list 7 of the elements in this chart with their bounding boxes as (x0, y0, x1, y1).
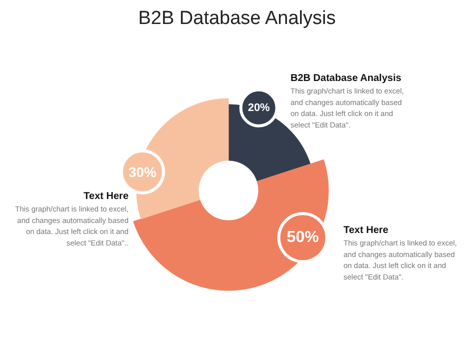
slice-label: B2B Database Analysis (290, 73, 402, 84)
slice-label: Text Here (84, 191, 129, 202)
data-label: 20% (248, 102, 270, 114)
data-label: 50% (286, 229, 319, 246)
slice-label: Text Here (344, 225, 389, 236)
data-label: 30% (128, 164, 158, 180)
chart-title: B2B Database Analysis (138, 8, 336, 29)
